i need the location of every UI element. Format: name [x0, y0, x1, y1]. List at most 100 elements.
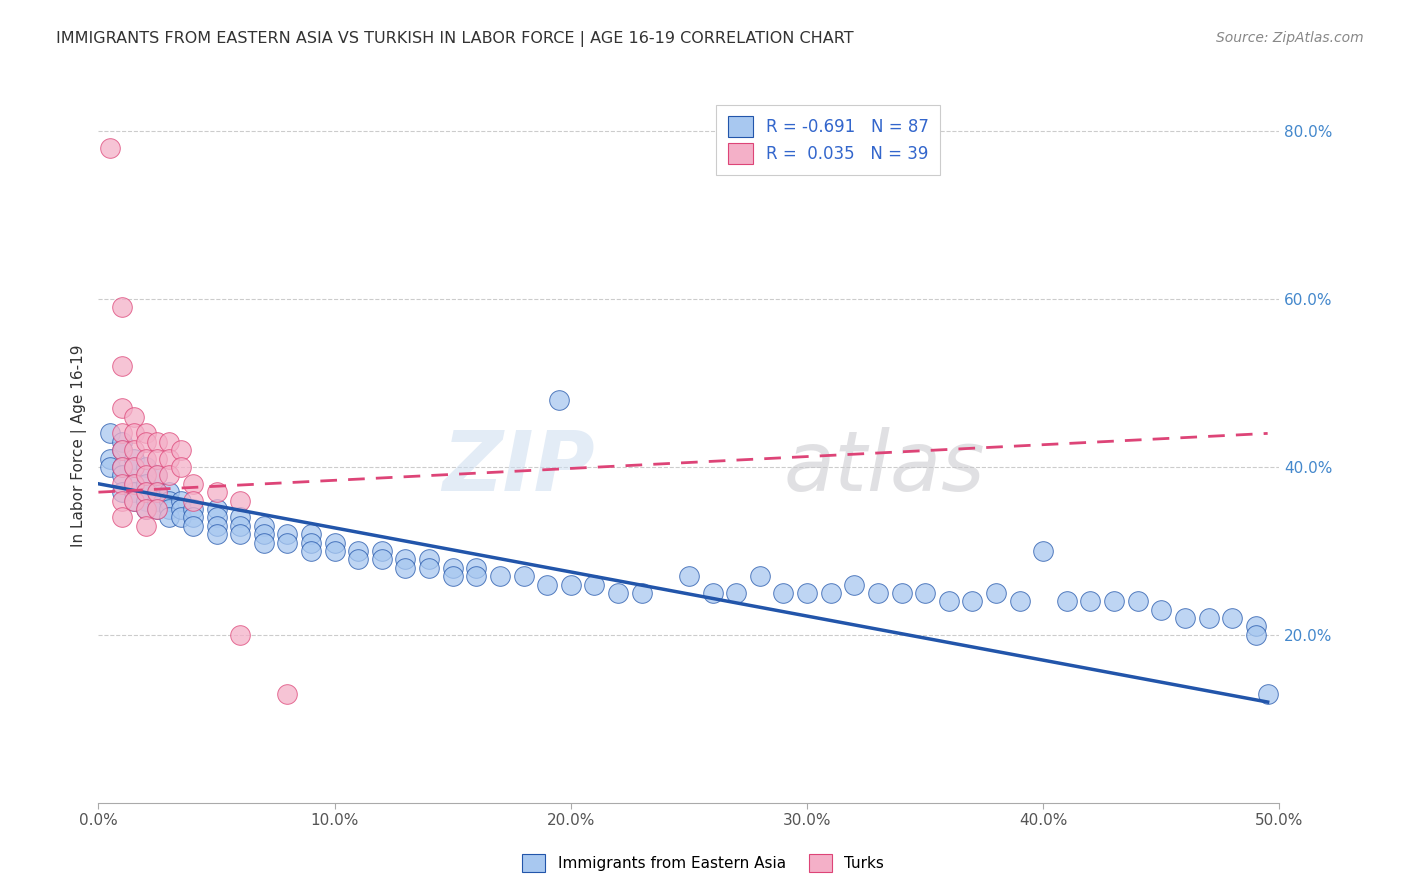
Point	[111, 460, 134, 475]
Point	[135, 468, 157, 483]
Point	[146, 502, 169, 516]
Point	[914, 586, 936, 600]
Point	[276, 535, 298, 549]
Point	[1102, 594, 1125, 608]
Point	[1244, 619, 1267, 633]
Point	[253, 518, 276, 533]
Point	[371, 552, 394, 566]
Point	[135, 434, 157, 449]
Point	[135, 502, 157, 516]
Point	[135, 476, 157, 491]
Point	[111, 359, 134, 374]
Point	[1126, 594, 1149, 608]
Point	[548, 392, 571, 407]
Point	[938, 594, 960, 608]
Point	[146, 493, 169, 508]
Text: ZIP: ZIP	[441, 427, 595, 508]
Point	[1056, 594, 1078, 608]
Point	[205, 510, 228, 524]
Point	[205, 502, 228, 516]
Point	[181, 510, 204, 524]
Point	[299, 527, 322, 541]
Point	[890, 586, 912, 600]
Point	[205, 485, 228, 500]
Point	[111, 468, 134, 483]
Point	[984, 586, 1007, 600]
Point	[146, 485, 169, 500]
Point	[962, 594, 984, 608]
Point	[146, 451, 169, 466]
Point	[135, 451, 157, 466]
Point	[253, 527, 276, 541]
Point	[441, 560, 464, 574]
Legend: Immigrants from Eastern Asia, Turks: Immigrants from Eastern Asia, Turks	[515, 846, 891, 880]
Point	[111, 434, 134, 449]
Point	[583, 577, 606, 591]
Point	[111, 510, 134, 524]
Point	[866, 586, 889, 600]
Point	[157, 451, 180, 466]
Point	[181, 518, 204, 533]
Point	[157, 502, 180, 516]
Point	[229, 510, 252, 524]
Point	[146, 434, 169, 449]
Point	[465, 569, 488, 583]
Point	[157, 493, 180, 508]
Point	[157, 468, 180, 483]
Point	[748, 569, 770, 583]
Point	[122, 493, 145, 508]
Point	[796, 586, 818, 600]
Point	[146, 502, 169, 516]
Point	[299, 535, 322, 549]
Point	[135, 485, 157, 500]
Point	[276, 527, 298, 541]
Point	[111, 493, 134, 508]
Point	[229, 518, 252, 533]
Point	[1032, 544, 1054, 558]
Point	[122, 460, 145, 475]
Point	[1257, 687, 1279, 701]
Point	[229, 527, 252, 541]
Point	[111, 426, 134, 441]
Point	[122, 443, 145, 458]
Point	[111, 301, 134, 315]
Point	[1008, 594, 1031, 608]
Point	[702, 586, 724, 600]
Point	[146, 485, 169, 500]
Point	[111, 443, 134, 458]
Point	[170, 510, 193, 524]
Point	[560, 577, 582, 591]
Point	[122, 409, 145, 424]
Point	[347, 552, 370, 566]
Point	[323, 535, 346, 549]
Legend: R = -0.691   N = 87, R =  0.035   N = 39: R = -0.691 N = 87, R = 0.035 N = 39	[716, 104, 941, 176]
Point	[170, 460, 193, 475]
Point	[418, 560, 440, 574]
Point	[122, 476, 145, 491]
Point	[146, 468, 169, 483]
Point	[630, 586, 652, 600]
Point	[98, 426, 121, 441]
Point	[512, 569, 534, 583]
Point	[170, 443, 193, 458]
Point	[98, 141, 121, 155]
Point	[181, 476, 204, 491]
Text: Source: ZipAtlas.com: Source: ZipAtlas.com	[1216, 31, 1364, 45]
Point	[844, 577, 866, 591]
Point	[135, 502, 157, 516]
Point	[323, 544, 346, 558]
Point	[772, 586, 794, 600]
Point	[1174, 611, 1197, 625]
Point	[135, 426, 157, 441]
Point	[135, 485, 157, 500]
Y-axis label: In Labor Force | Age 16-19: In Labor Force | Age 16-19	[72, 344, 87, 548]
Point	[205, 527, 228, 541]
Point	[135, 493, 157, 508]
Point	[536, 577, 558, 591]
Point	[394, 560, 416, 574]
Point	[111, 460, 134, 475]
Point	[418, 552, 440, 566]
Point	[122, 451, 145, 466]
Point	[111, 476, 134, 491]
Point	[1220, 611, 1243, 625]
